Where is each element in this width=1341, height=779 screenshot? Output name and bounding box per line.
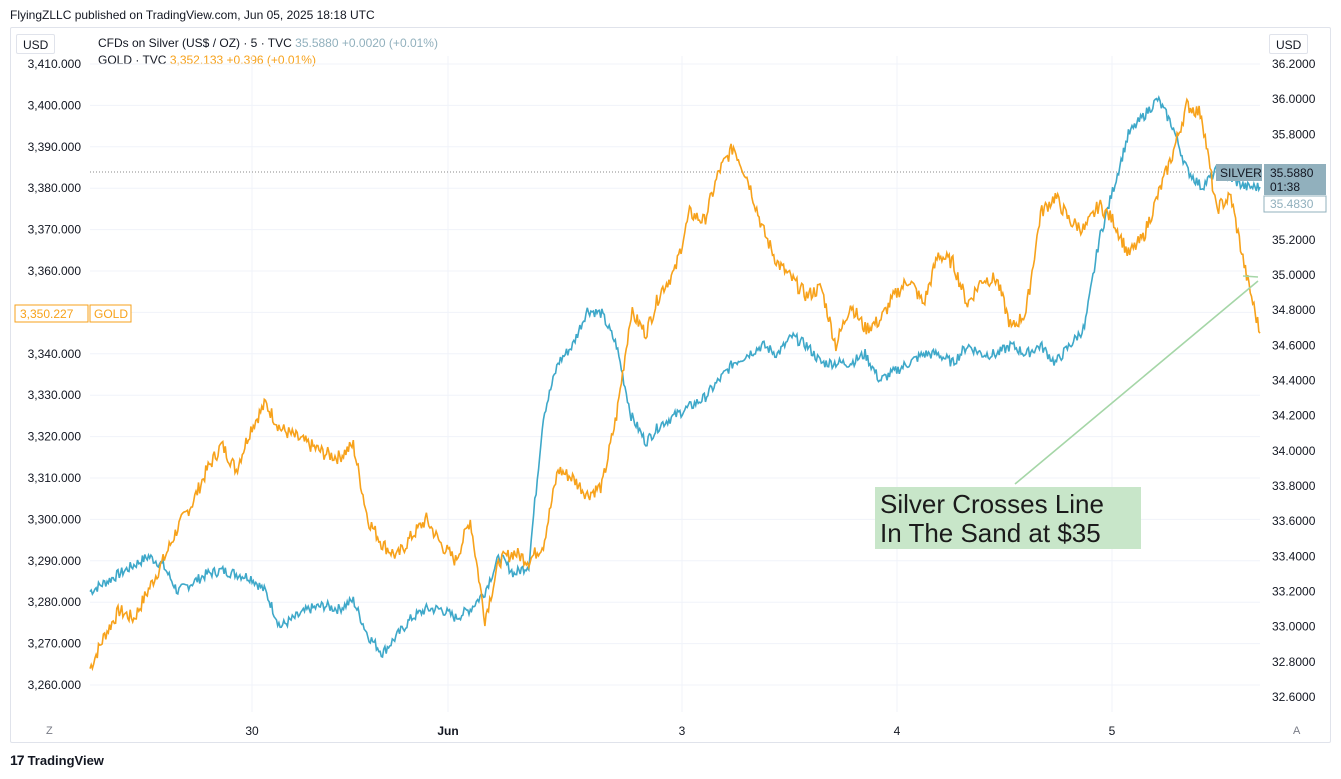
grid-lines [90, 56, 1260, 712]
silver-tag-countdown: 01:38 [1270, 180, 1300, 194]
x-axis-ticks: 30 Jun 3 4 5 [245, 724, 1115, 738]
left-tick-label: 3,270.000 [28, 637, 82, 651]
right-tick-label: 34.4000 [1272, 374, 1316, 388]
x-tick-label: Jun [437, 724, 458, 738]
gold-price-tag[interactable]: 3,350.227 GOLD [14, 304, 132, 323]
right-tick-label: 34.0000 [1272, 444, 1316, 458]
left-tick-label: 3,390.000 [28, 140, 82, 154]
published-line: FlyingZLLC published on TradingView.com,… [10, 8, 375, 22]
legend-silver-name: CFDs on Silver (US$ / OZ) · 5 · TVC [98, 36, 292, 50]
left-tick-label: 3,370.000 [28, 223, 82, 237]
footer-brand-name: TradingView [27, 752, 104, 768]
right-tick-label: 33.6000 [1272, 514, 1316, 528]
x-tick-label: 3 [679, 724, 686, 738]
left-axis-ticks: 3,410.000 3,400.000 3,390.000 3,380.000 3,37… [28, 57, 82, 692]
left-tick-label: 3,310.000 [28, 471, 82, 485]
tradingview-logo-icon: 17 [10, 752, 25, 768]
x-tick-label: 30 [245, 724, 259, 738]
annotation-line-2: In The Sand at $35 [880, 518, 1101, 548]
silver-tag-low: 35.4830 [1270, 197, 1314, 211]
right-tick-label: 33.0000 [1272, 620, 1316, 634]
right-tick-label: 33.8000 [1272, 479, 1316, 493]
legend-silver-change: +0.0020 (+0.01%) [341, 36, 438, 50]
chart-frame [10, 27, 1331, 743]
left-tick-label: 3,320.000 [28, 430, 82, 444]
right-tick-label: 33.2000 [1272, 585, 1316, 599]
gold-tag-label: GOLD [94, 307, 128, 321]
corner-label-left[interactable]: Z [46, 725, 53, 737]
annotation-line-1: Silver Crosses Line [880, 489, 1104, 519]
legend-silver[interactable]: CFDs on Silver (US$ / OZ) · 5 · TVC 35.5… [98, 35, 438, 52]
right-tick-label: 32.8000 [1272, 655, 1316, 669]
annotation-arrow-line [1014, 280, 1259, 485]
footer-brand[interactable]: 17 TradingView [10, 752, 104, 768]
gold-series-line[interactable] [89, 97, 1261, 672]
silver-tag-value: 35.5880 [1270, 166, 1314, 180]
left-tick-label: 3,340.000 [28, 347, 82, 361]
left-tick-label: 3,410.000 [28, 57, 82, 71]
right-tick-label: 35.8000 [1272, 127, 1316, 141]
x-tick-label: 5 [1109, 724, 1116, 738]
silver-tag-label: SILVER [1220, 166, 1262, 180]
left-tick-label: 3,360.000 [28, 264, 82, 278]
annotation-box[interactable] [875, 487, 1141, 549]
annotation-arrow-head [1242, 275, 1259, 278]
silver-series-line[interactable] [89, 95, 1261, 659]
left-tick-label: 3,300.000 [28, 512, 82, 526]
x-tick-label: 4 [894, 724, 901, 738]
right-axis-ticks: 36.200036.000035.800035.600035.400035.20… [1272, 57, 1316, 704]
left-unit-label[interactable]: USD [16, 34, 56, 54]
right-tick-label: 36.2000 [1272, 57, 1316, 71]
right-tick-label: 35.0000 [1272, 268, 1316, 282]
right-tick-label: 34.8000 [1272, 303, 1316, 317]
silver-price-tag[interactable]: SILVER 35.5880 01:38 35.4830 [1216, 164, 1327, 213]
right-tick-label: 32.6000 [1272, 690, 1316, 704]
left-tick-label: 3,400.000 [28, 98, 82, 112]
corner-label-right[interactable]: A [1293, 725, 1301, 737]
right-tick-label: 35.2000 [1272, 233, 1316, 247]
right-unit-label[interactable]: USD [1269, 34, 1309, 54]
left-tick-label: 3,280.000 [28, 595, 82, 609]
left-tick-label: 3,260.000 [28, 678, 82, 692]
right-tick-label: 36.0000 [1272, 92, 1316, 106]
left-tick-label: 3,330.000 [28, 388, 82, 402]
left-tick-label: 3,380.000 [28, 181, 82, 195]
gold-tag-value: 3,350.227 [20, 307, 74, 321]
right-tick-label: 33.4000 [1272, 549, 1316, 563]
right-tick-label: 34.6000 [1272, 338, 1316, 352]
legend-silver-price: 35.5880 [295, 36, 339, 50]
left-tick-label: 3,290.000 [28, 554, 82, 568]
right-tick-label: 34.2000 [1272, 409, 1316, 423]
